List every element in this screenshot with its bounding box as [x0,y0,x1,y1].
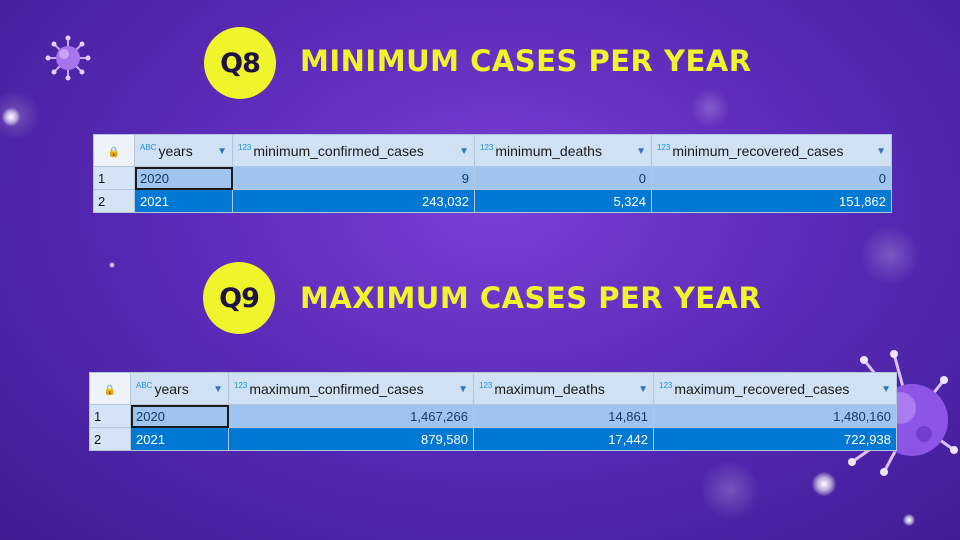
q9-title: MAXIMUM CASES PER YEAR [300,281,762,315]
table-cell[interactable]: 2021 [130,427,229,451]
column-label: minimum_confirmed_cases [253,142,424,159]
corner-cell: 🔒 [89,372,131,405]
column-header[interactable]: 123 maximum_deaths ▼ [473,372,654,405]
type-icon: 123 [234,381,248,391]
row-number[interactable]: 1 [89,404,131,428]
column-header[interactable]: 123 maximum_recovered_cases ▼ [653,372,897,405]
column-label: years [158,142,193,159]
column-label: maximum_recovered_cases [674,380,850,397]
table-row[interactable]: 1 2020 1,467,266 14,861 1,480,160 [89,404,897,428]
table-row[interactable]: 1 2020 9 0 0 [93,166,892,190]
column-label: minimum_deaths [495,142,602,159]
bokeh-light [0,90,40,140]
header-row: 🔒 ABC years ▼ 123 maximum_confirmed_cases ▼ … [89,372,897,405]
row-number[interactable]: 2 [89,427,131,451]
table-cell[interactable]: 2021 [134,189,233,213]
table-cell[interactable]: 2020 [130,404,229,428]
q8-badge: Q8 [204,27,276,99]
table-cell[interactable]: 14,861 [473,404,654,428]
sort-arrow-icon[interactable]: ▼ [458,383,468,395]
column-header[interactable]: ABC years ▼ [134,134,233,167]
column-header[interactable]: ABC years ▼ [130,372,229,405]
column-header[interactable]: 123 maximum_confirmed_cases ▼ [228,372,474,405]
column-header[interactable]: 123 minimum_deaths ▼ [474,134,652,167]
table-cell[interactable]: 879,580 [228,427,474,451]
table-row[interactable]: 2 2021 243,032 5,324 151,862 [93,189,892,213]
virus-icon [45,35,91,81]
table-cell[interactable]: 243,032 [232,189,475,213]
corner-cell: 🔒 [93,134,135,167]
bokeh-dot [2,108,20,126]
column-header[interactable]: 123 minimum_confirmed_cases ▼ [232,134,475,167]
type-icon: 123 [479,381,493,391]
column-label: years [154,380,189,397]
table-cell[interactable]: 17,442 [473,427,654,451]
type-icon: 123 [238,143,252,153]
sort-arrow-icon[interactable]: ▼ [876,145,886,157]
sort-arrow-icon[interactable]: ▼ [213,383,223,395]
bokeh-light [700,460,760,520]
type-icon: 123 [480,143,494,153]
row-number[interactable]: 1 [93,166,135,190]
table-cell[interactable]: 2020 [134,166,233,190]
column-header[interactable]: 123 minimum_recovered_cases ▼ [651,134,892,167]
q9-result-grid: 🔒 ABC years ▼ 123 maximum_confirmed_cases ▼ … [89,372,897,451]
table-cell[interactable]: 0 [474,166,652,190]
sort-arrow-icon[interactable]: ▼ [459,145,469,157]
table-cell[interactable]: 0 [651,166,892,190]
table-cell[interactable]: 151,862 [651,189,892,213]
table-cell[interactable]: 9 [232,166,475,190]
type-icon: ABC [136,381,153,391]
q8-title: MINIMUM CASES PER YEAR [300,44,752,78]
table-cell[interactable]: 1,467,266 [228,404,474,428]
bokeh-light [690,88,730,128]
table-cell[interactable]: 5,324 [474,189,652,213]
row-number[interactable]: 2 [93,189,135,213]
bokeh-dot [812,472,836,496]
column-label: minimum_recovered_cases [672,142,844,159]
sort-arrow-icon[interactable]: ▼ [881,383,891,395]
type-icon: 123 [659,381,673,391]
column-label: maximum_deaths [494,380,605,397]
bokeh-light [860,225,920,285]
column-label: maximum_confirmed_cases [249,380,424,397]
table-row[interactable]: 2 2021 879,580 17,442 722,938 [89,427,897,451]
lock-icon: 🔒 [103,385,117,396]
sort-arrow-icon[interactable]: ▼ [217,145,227,157]
header-row: 🔒 ABC years ▼ 123 minimum_confirmed_cases ▼ … [93,134,892,167]
bokeh-dot [109,262,115,268]
table-cell[interactable]: 1,480,160 [653,404,897,428]
type-icon: ABC [140,143,157,153]
q8-result-grid: 🔒 ABC years ▼ 123 minimum_confirmed_cases ▼ … [93,134,892,213]
bokeh-dot [903,514,915,526]
lock-icon: 🔒 [107,147,121,158]
q9-badge: Q9 [203,262,275,334]
table-cell[interactable]: 722,938 [653,427,897,451]
sort-arrow-icon[interactable]: ▼ [638,383,648,395]
sort-arrow-icon[interactable]: ▼ [636,145,646,157]
type-icon: 123 [657,143,671,153]
